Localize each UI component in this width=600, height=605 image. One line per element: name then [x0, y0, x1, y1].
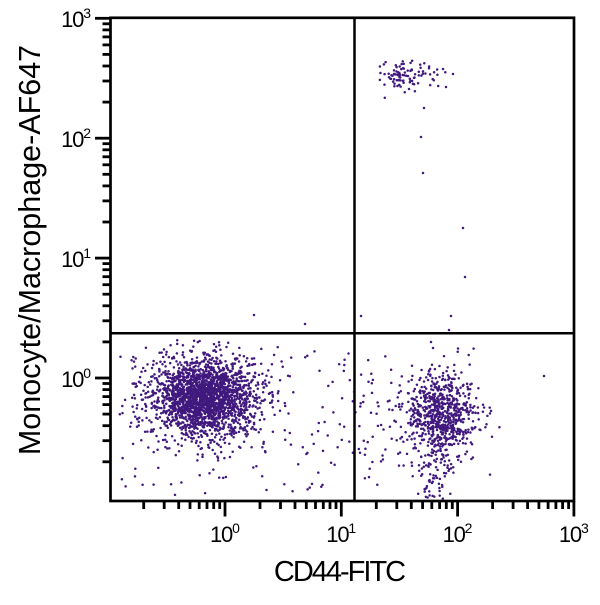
svg-text:CD44-FITC: CD44-FITC [274, 556, 405, 588]
svg-text:100: 100 [210, 520, 240, 547]
svg-text:100: 100 [61, 365, 91, 392]
svg-text:Monocyte/Macrophage-AF647: Monocyte/Macrophage-AF647 [13, 45, 47, 455]
svg-text:102: 102 [61, 125, 91, 152]
svg-text:103: 103 [559, 520, 589, 547]
svg-text:103: 103 [61, 5, 91, 32]
svg-text:101: 101 [61, 245, 91, 272]
svg-text:101: 101 [326, 520, 356, 547]
svg-text:102: 102 [443, 520, 473, 547]
